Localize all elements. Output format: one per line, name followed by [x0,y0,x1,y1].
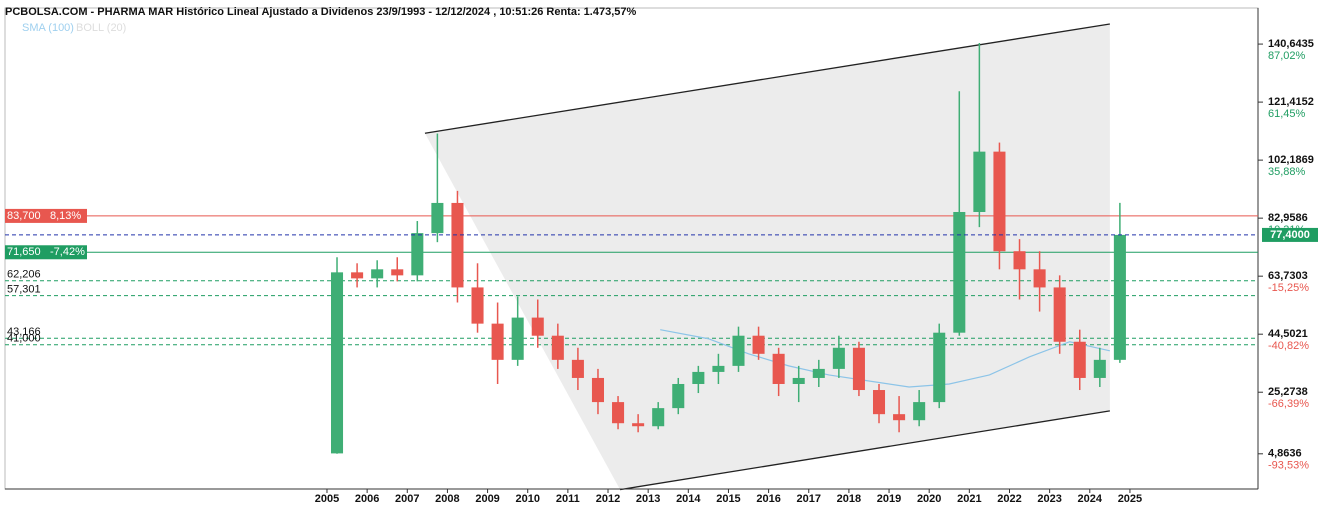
x-tick-label: 2020 [917,493,941,505]
legend-entry: BOLL (20) [76,22,126,34]
x-tick-label: 2005 [315,493,339,505]
x-tick-label: 2007 [395,493,419,505]
candle-body [1033,269,1046,288]
level-tag [5,208,87,223]
y-tick-pct: 35,88% [1268,166,1306,178]
x-tick-label: 2022 [997,493,1021,505]
candle-body [591,377,604,403]
candle-body [692,371,705,384]
x-tick-label: 2017 [797,493,821,505]
candle-body [973,151,986,212]
y-tick-label: 4,8636 [1268,448,1302,460]
candle-body [371,269,384,279]
candle-body [551,335,564,360]
level-label: 62,206 [7,269,41,281]
level-label: 57,301 [7,283,41,295]
candle-body [812,368,825,378]
level-tag [5,245,87,260]
plot-layer: 4,8636-93,53% 25,2738-66,39% 44,5021-40,82… [5,8,1318,505]
level-label: 83,700 [7,210,41,222]
x-tick-label: 2010 [515,493,539,505]
candle-body [1073,341,1086,378]
candle-body [612,402,625,424]
candle-body [1053,287,1066,342]
candle-body [1013,251,1026,270]
candle-body [953,211,966,333]
candle-body [571,359,584,378]
x-tick-label: 2009 [475,493,499,505]
y-tick-label: 140,6435 [1268,38,1314,50]
candle-body [351,272,364,279]
x-tick-label: 2024 [1078,493,1103,505]
x-tick-label: 2008 [435,493,459,505]
candle-body [732,335,745,366]
candle-body [712,365,725,372]
candle-body [1113,234,1126,360]
channel-lower [619,410,1110,491]
x-tick-label: 2025 [1118,493,1142,505]
x-tick-label: 2021 [957,493,981,505]
y-tick-pct: 61,45% [1268,108,1306,120]
y-tick-label: 102,1869 [1268,154,1314,166]
candle-body [752,335,765,354]
candle-body [391,269,404,276]
y-tick-label: 25,2738 [1268,386,1308,398]
candle-body [913,402,926,421]
y-tick-pct: 87,02% [1268,50,1306,62]
candle-body [832,347,845,369]
x-tick-label: 2018 [837,493,861,505]
last-price-tag [1262,227,1318,242]
x-tick-label: 2019 [877,493,901,505]
x-tick-label: 2016 [756,493,780,505]
candle-body [471,287,484,324]
candle-body [531,317,544,336]
legend-entry: SMA (100) [22,22,74,34]
candle-body [672,383,685,409]
candle-body [330,272,344,454]
candle-body [1093,359,1106,378]
candle-body [411,233,424,276]
y-tick-pct: -40,82% [1268,340,1309,352]
chart-title: PCBOLSA.COM - PHARMA MAR Histórico Linea… [5,6,637,18]
y-tick-label: 82,9586 [1268,212,1308,224]
y-tick-pct: -66,39% [1268,398,1309,410]
level-label: 41,000 [7,333,41,345]
x-tick-label: 2011 [556,493,580,505]
x-tick-label: 2023 [1037,493,1061,505]
candle-body [993,151,1006,252]
candle-body [872,390,886,415]
x-tick-label: 2012 [596,493,620,505]
y-tick-pct: -93,53% [1268,460,1309,472]
candle-body [893,414,906,421]
candle-body [451,202,464,288]
candle-body [652,408,665,427]
y-tick-label: 63,7303 [1268,270,1308,282]
y-tick-pct: -15,25% [1268,282,1309,294]
candle-body [491,323,504,360]
x-tick-label: 2013 [636,493,660,505]
level-pct: -7,42% [50,246,85,258]
level-label: 71,650 [7,246,41,258]
candle-body [511,317,524,360]
last-price-label: 77,4000 [1270,229,1310,241]
candle-body [772,353,785,384]
candle-body [933,332,946,403]
y-tick-label: 44,5021 [1268,328,1308,340]
channel-upper [424,23,1110,134]
x-tick-label: 2015 [716,493,740,505]
level-pct: 8,13% [50,210,81,222]
candle-body [431,202,444,234]
x-tick-label: 2014 [676,493,701,505]
level-label: 43,166 [7,326,41,338]
candle-body [632,423,645,427]
x-tick-label: 2006 [355,493,379,505]
candle-body [852,347,865,391]
y-tick-label: 121,4152 [1268,96,1314,108]
candle-body [792,377,805,384]
